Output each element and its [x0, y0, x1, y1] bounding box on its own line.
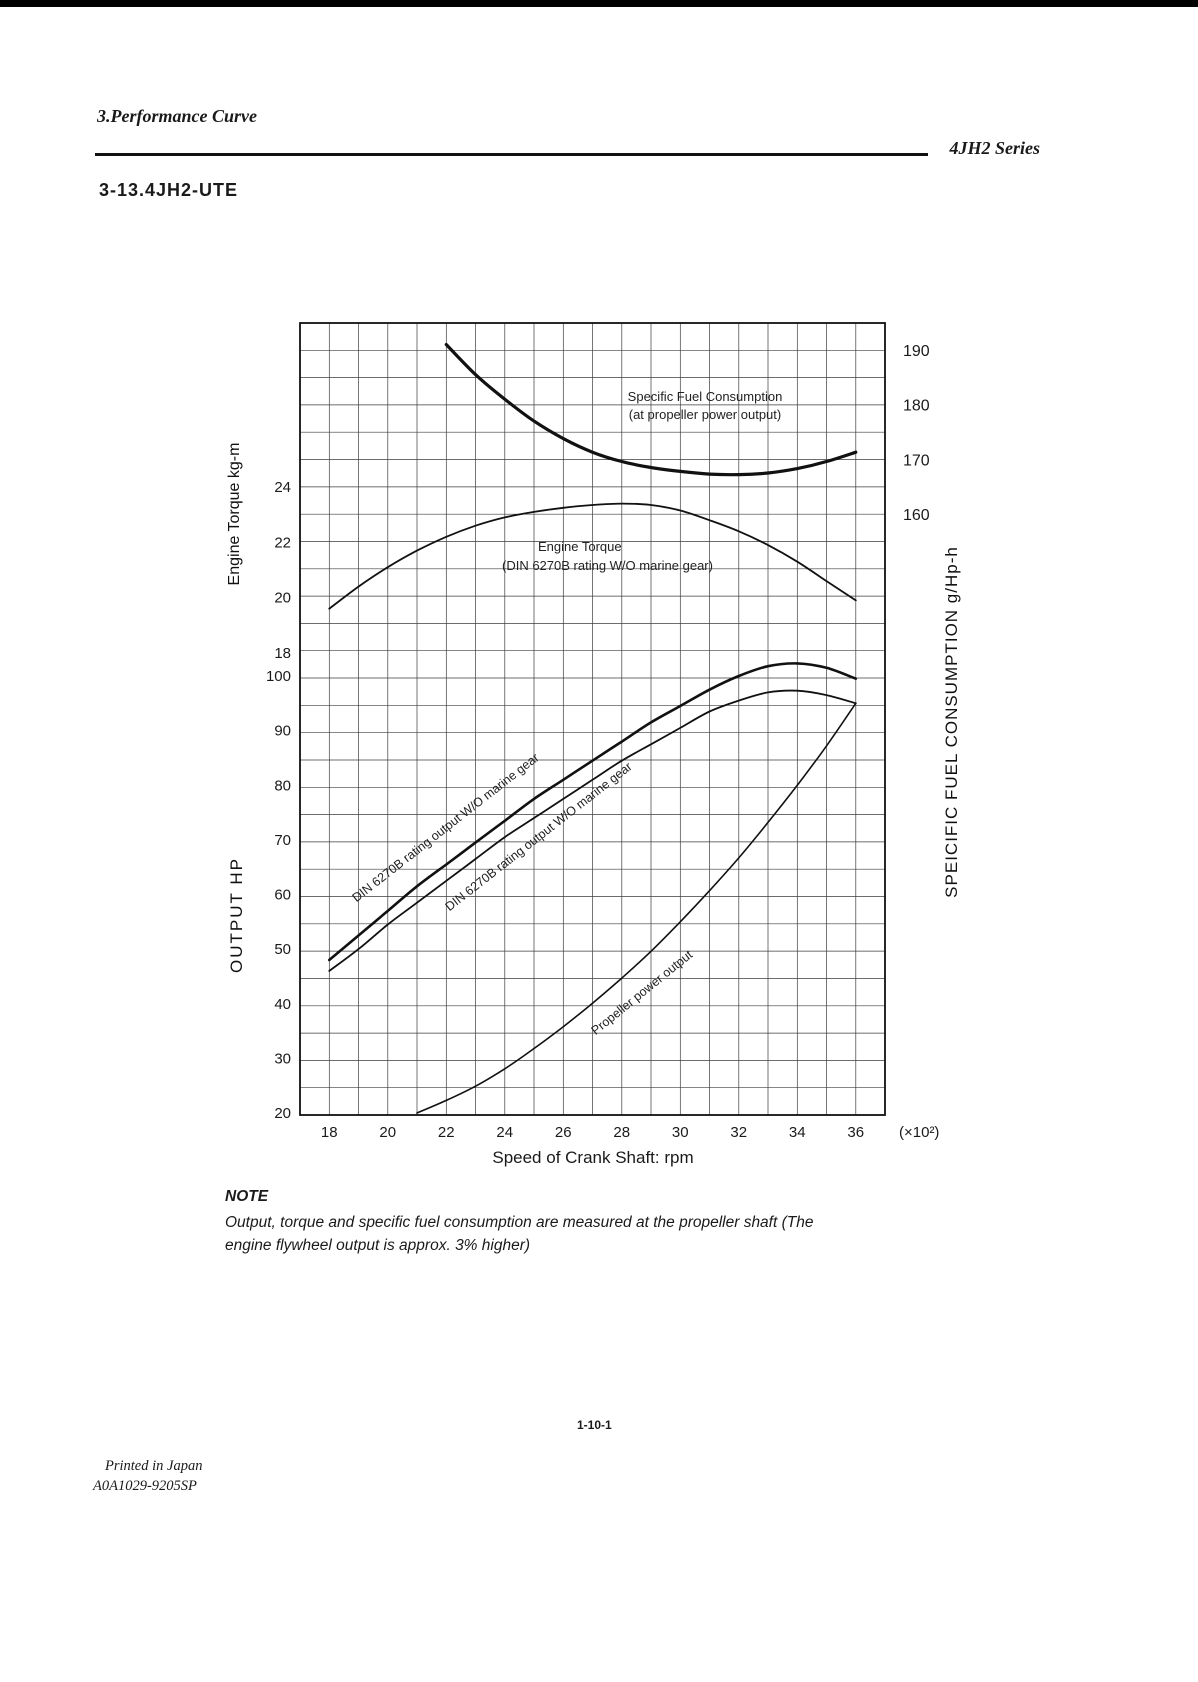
page-number: 1-10-1 [577, 1418, 612, 1432]
hp-tick-label: 30 [274, 1050, 291, 1067]
curve-2 [327, 662, 858, 962]
sfc-curve-label: Specific Fuel Consumption (at propeller … [580, 388, 830, 423]
torque-tick-label: 20 [274, 590, 291, 607]
x-tick-label: 36 [847, 1124, 864, 1141]
x-tick-label: 20 [379, 1124, 396, 1141]
note-text-line1: Output, torque and specific fuel consump… [225, 1214, 814, 1232]
curve-1 [328, 502, 857, 610]
torque-tick-label: 24 [274, 479, 291, 496]
footer-printed-in: Printed in Japan [105, 1458, 203, 1474]
hp-tick-label: 40 [274, 996, 291, 1013]
sfc-tick-label: 190 [903, 343, 930, 360]
series-header: 4JH2 Series [949, 138, 1040, 158]
hp-tick-label: 20 [274, 1105, 291, 1122]
footer-imprint: Printed in Japan A0A1029-9205SP [93, 1456, 202, 1497]
grid-lines [299, 322, 886, 1116]
x-tick-label: 18 [321, 1124, 338, 1141]
hp-tick-label: 90 [274, 723, 291, 740]
sfc-tick-label: 160 [903, 507, 930, 524]
x-tick-label: 26 [555, 1124, 572, 1141]
note-label: NOTE [225, 1188, 269, 1205]
hp-axis-title: OUTPUT HP [227, 857, 246, 973]
x-tick-label: 24 [496, 1124, 513, 1141]
curve-3 [328, 689, 857, 972]
torque-tick-label: 18 [274, 645, 291, 662]
performance-chart: 18 20 22 24 26 28 30 32 34 36 (×10²) 100 90 80 70 60 50 4… [250, 310, 960, 1190]
torque-axis-title: Engine Torque kg-m [226, 442, 243, 586]
hp-tick-label: 70 [274, 832, 291, 849]
sfc-tick-label: 180 [903, 398, 930, 415]
sfc-curve-label-line2: (at propeller power output) [628, 406, 782, 422]
torque-curve-label-line2: (DIN 6270B rating W/O marine gear) [502, 558, 713, 573]
x-tick-label: 34 [789, 1124, 806, 1141]
torque-curve-label-line1: Engine Torque [538, 539, 622, 554]
hp-tick-label: 50 [274, 941, 291, 958]
curve-0 [444, 342, 858, 477]
chapter-header: 3.Performance Curve [97, 106, 257, 126]
x-tick-label: 32 [730, 1124, 747, 1141]
x-axis-title: Speed of Crank Shaft: rpm [492, 1148, 694, 1167]
x-unit-suffix: (×10²) [899, 1124, 939, 1141]
sfc-tick-label: 170 [903, 452, 930, 469]
chart-canvas: 18 20 22 24 26 28 30 32 34 36 (×10²) 100 90 80 70 60 50 4… [266, 322, 939, 1141]
x-tick-label: 30 [672, 1124, 689, 1141]
scan-artifact-bar [0, 0, 1198, 7]
note-text-line2: engine flywheel output is approx. 3% hig… [225, 1236, 531, 1254]
plot-border [299, 322, 886, 1116]
torque-tick-label: 22 [274, 534, 291, 551]
hp-tick-label: 80 [274, 777, 291, 794]
footer-document-code: A0A1029-9205SP [93, 1478, 197, 1495]
x-tick-label: 22 [438, 1124, 455, 1141]
x-tick-label: 28 [613, 1124, 630, 1141]
hp-tick-label: 60 [274, 887, 291, 904]
curve-4 [416, 702, 857, 1114]
hp-tick-label: 100 [266, 668, 291, 685]
page-title: 3-13.4JH2-UTE [99, 180, 239, 200]
note-block: NOTE Output, torque and specific fuel co… [225, 1186, 1005, 1257]
sfc-curve-label-line1: Specific Fuel Consumption [627, 389, 783, 404]
header-rule [95, 153, 928, 156]
